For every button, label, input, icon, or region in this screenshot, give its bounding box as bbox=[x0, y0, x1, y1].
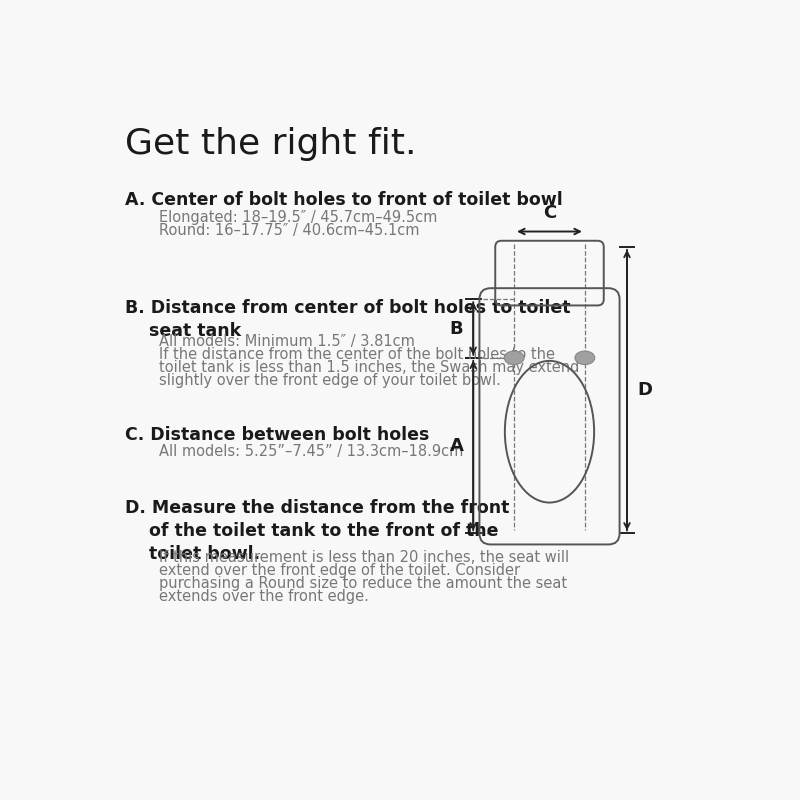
Text: If the distance from the center of the bolt holes to the: If the distance from the center of the b… bbox=[159, 346, 555, 362]
Text: C. Distance between bolt holes: C. Distance between bolt holes bbox=[125, 426, 429, 443]
Text: B. Distance from center of bolt holes to toilet
    seat tank: B. Distance from center of bolt holes to… bbox=[125, 299, 570, 340]
Text: Round: 16–17.75″ / 40.6cm–45.1cm: Round: 16–17.75″ / 40.6cm–45.1cm bbox=[159, 223, 419, 238]
Text: C: C bbox=[543, 204, 556, 222]
Ellipse shape bbox=[504, 351, 524, 365]
Text: B: B bbox=[450, 319, 463, 338]
Ellipse shape bbox=[575, 351, 594, 365]
Text: toilet tank is less than 1.5 inches, the Swash may extend: toilet tank is less than 1.5 inches, the… bbox=[159, 360, 579, 374]
Text: All models: Minimum 1.5″ / 3.81cm: All models: Minimum 1.5″ / 3.81cm bbox=[159, 334, 414, 349]
Text: Elongated: 18–19.5″ / 45.7cm–49.5cm: Elongated: 18–19.5″ / 45.7cm–49.5cm bbox=[159, 210, 438, 225]
Text: D. Measure the distance from the front
    of the toilet tank to the front of th: D. Measure the distance from the front o… bbox=[125, 499, 509, 563]
Text: purchasing a Round size to reduce the amount the seat: purchasing a Round size to reduce the am… bbox=[159, 576, 567, 591]
Text: If this measurement is less than 20 inches, the seat will: If this measurement is less than 20 inch… bbox=[159, 550, 569, 565]
Text: A. Center of bolt holes to front of toilet bowl: A. Center of bolt holes to front of toil… bbox=[125, 191, 562, 210]
Text: extend over the front edge of the toilet. Consider: extend over the front edge of the toilet… bbox=[159, 563, 520, 578]
Text: All models: 5.25”–7.45” / 13.3cm–18.9cm: All models: 5.25”–7.45” / 13.3cm–18.9cm bbox=[159, 444, 463, 459]
Text: slightly over the front edge of your toilet bowl.: slightly over the front edge of your toi… bbox=[159, 373, 501, 387]
Text: A: A bbox=[450, 437, 463, 454]
Text: extends over the front edge.: extends over the front edge. bbox=[159, 589, 369, 604]
Text: Get the right fit.: Get the right fit. bbox=[125, 127, 416, 161]
Text: D: D bbox=[637, 381, 652, 399]
